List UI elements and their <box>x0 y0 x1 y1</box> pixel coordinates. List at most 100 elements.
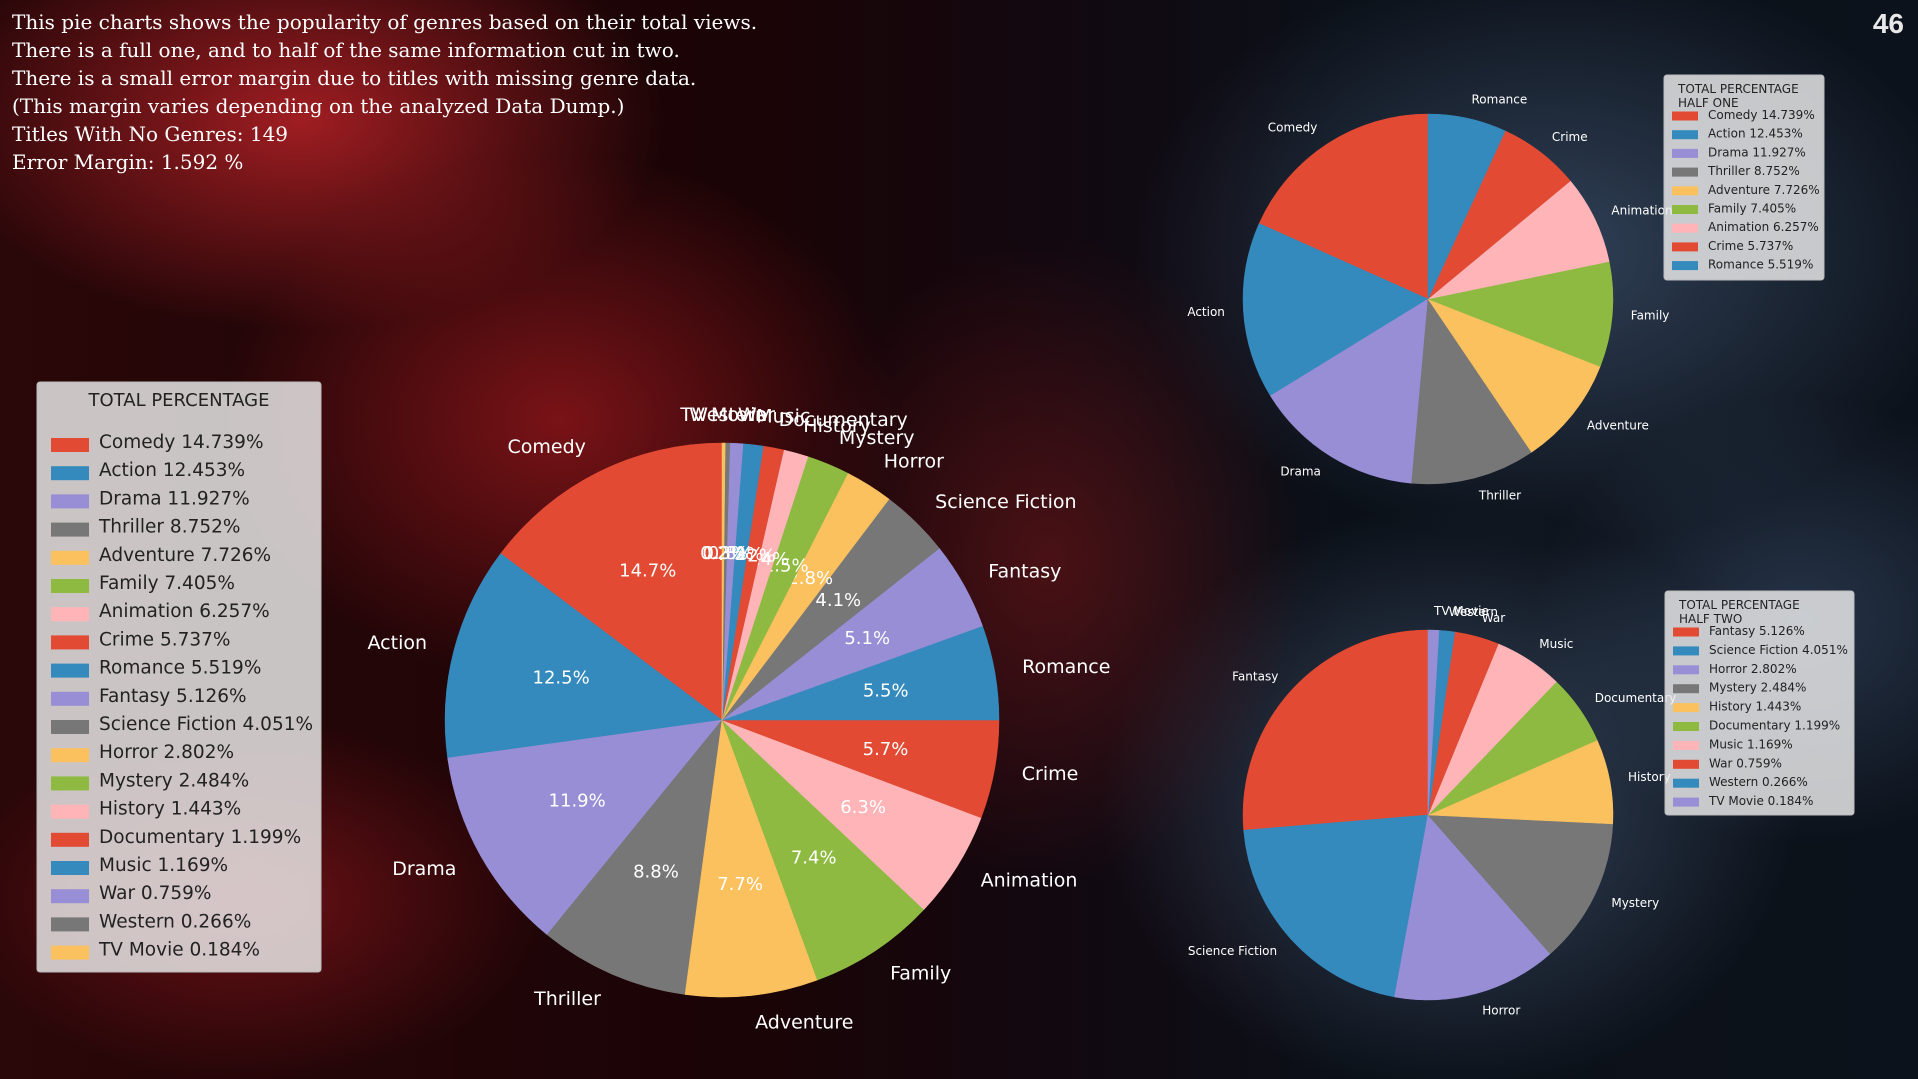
pie-slice-mystery <box>1427 814 1614 955</box>
legend-item: Documentary 1.199% <box>99 827 301 848</box>
legend-item: Adventure 7.726% <box>1708 183 1820 197</box>
legend-1: TOTAL PERCENTAGE Comedy 14.739% Action 12.… <box>36 381 322 973</box>
legend-swatch <box>51 522 89 537</box>
pie-slice-action <box>1242 223 1429 397</box>
legend-swatch <box>1673 740 1699 750</box>
legend-swatch <box>51 691 89 706</box>
legend-item: Crime 5.737% <box>1708 239 1793 253</box>
slice-label: Adventure <box>1587 419 1649 433</box>
legend-swatch <box>51 804 89 819</box>
legend-swatch <box>1672 148 1698 158</box>
legend-item: History 1.443% <box>99 799 241 820</box>
legend-swatch <box>1672 242 1698 252</box>
legend-swatch <box>1673 665 1699 675</box>
slice-label: Drama <box>1280 465 1321 479</box>
legend-swatch <box>1673 703 1699 713</box>
description-line: There is a small error margin due to tit… <box>12 66 697 90</box>
pie-slice-comedy <box>1258 113 1429 300</box>
legend-swatch <box>51 438 89 452</box>
slice-label: Fantasy <box>1232 670 1278 684</box>
legend-swatch <box>1672 205 1698 214</box>
slice-label: History <box>803 415 871 437</box>
legend-item: Romance 5.519% <box>99 658 261 679</box>
pie-slice-drama <box>1270 298 1429 484</box>
pie-slice-tv-movie <box>721 442 726 721</box>
legend-swatch <box>1673 684 1699 694</box>
slice-label: Documentary <box>779 409 908 431</box>
legend-item: Science Fiction 4.051% <box>1709 643 1848 657</box>
slice-label: Music <box>1539 637 1573 651</box>
legend-item: Western 0.266% <box>99 911 251 932</box>
legend-item: Animation 6.257% <box>1708 220 1819 234</box>
legend-item: Science Fiction 4.051% <box>99 714 313 735</box>
slice-label: Comedy <box>1268 121 1318 135</box>
legend-box <box>1663 74 1825 281</box>
pie-chart-2: Comedy Action Drama Thriller Adventure Family… <box>1187 93 1672 503</box>
pie-slice-adventure <box>684 719 818 998</box>
percent-label: 5.5% <box>863 680 909 701</box>
percent-label: 0.2% <box>700 543 746 564</box>
legend-item: Thriller 8.752% <box>98 517 240 538</box>
legend-item: Fantasy 5.126% <box>1709 624 1805 638</box>
legend-item: Documentary 1.199% <box>1709 719 1840 733</box>
legend-swatch <box>1672 167 1698 177</box>
legend-item: Comedy 14.739% <box>1708 108 1815 122</box>
legend-item: TV Movie 0.184% <box>1708 794 1813 808</box>
slice-label: Horror <box>1482 1004 1520 1018</box>
legend-swatch <box>1673 797 1699 807</box>
percent-label: 5.7% <box>863 739 909 760</box>
slice-label: Romance <box>1471 93 1527 107</box>
slice-label: Mystery <box>839 427 915 449</box>
slice-label: Action <box>368 632 428 654</box>
legend-swatch <box>51 861 89 875</box>
legend-box <box>36 381 322 973</box>
slice-label: History <box>1628 770 1671 784</box>
legend-swatch <box>1672 261 1698 271</box>
legend-item: War 0.759% <box>1709 756 1782 770</box>
slice-label: War <box>1482 611 1505 625</box>
description-line: Error Margin: 1.592 % <box>12 150 244 174</box>
legend-item: Horror 2.802% <box>99 742 234 763</box>
legend-item: Animation 6.257% <box>99 601 270 622</box>
legend-swatch <box>1673 722 1699 731</box>
legend-item: Action 12.453% <box>1708 127 1803 141</box>
percent-label: 2.5% <box>763 555 809 576</box>
legend-title: HALF TWO <box>1679 612 1742 626</box>
percent-label: 0.8% <box>708 543 754 564</box>
legend-swatch <box>1673 778 1699 788</box>
slice-label: Western <box>1449 605 1498 619</box>
pie-slice-tv-movie <box>1427 629 1440 816</box>
percent-label: 11.9% <box>549 790 606 811</box>
pie-slice-science-fiction <box>1243 814 1429 998</box>
legend-swatch <box>1672 223 1698 233</box>
legend-item: Music 1.169% <box>99 855 228 876</box>
legend-title: TOTAL PERCENTAGE <box>1678 598 1800 612</box>
page-number: 46 <box>1872 8 1904 39</box>
slice-label: Comedy <box>507 436 585 458</box>
slice-label: Family <box>890 963 951 985</box>
percent-label: 7.7% <box>717 874 763 895</box>
pie-slice-thriller <box>1411 298 1532 485</box>
percent-label: 5.1% <box>844 628 890 649</box>
legend-swatch <box>51 550 89 565</box>
percent-label: 8.8% <box>633 862 679 883</box>
description-line: Titles With No Genres: 149 <box>12 122 289 146</box>
legend-swatch <box>51 494 89 509</box>
pie-slice-family <box>721 719 925 981</box>
slice-label: Documentary <box>1595 691 1677 705</box>
percent-label: 2.8% <box>787 568 833 589</box>
legend-item: TV Movie 0.184% <box>98 940 260 961</box>
legend-swatch <box>51 466 89 481</box>
pie-slice-adventure <box>1427 298 1601 453</box>
percent-label: 6.3% <box>840 797 886 818</box>
slice-label: TV Movie <box>1433 604 1489 618</box>
pie-slice-thriller <box>546 719 723 995</box>
slice-label: Animation <box>981 870 1078 892</box>
slice-label: TV Movie <box>679 404 767 426</box>
slice-label: Western <box>689 404 767 426</box>
legend-item: Fantasy 5.126% <box>99 686 247 707</box>
legend-item: History 1.443% <box>1709 700 1801 714</box>
percent-label: 4.1% <box>815 590 861 611</box>
slice-label: Mystery <box>1611 896 1659 910</box>
